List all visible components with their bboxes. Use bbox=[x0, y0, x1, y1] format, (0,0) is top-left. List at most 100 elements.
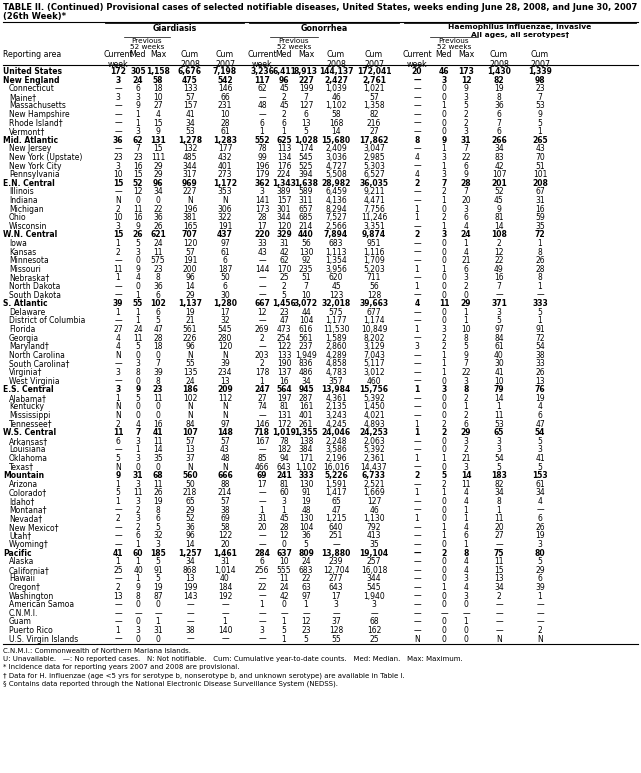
Text: 3: 3 bbox=[115, 76, 121, 84]
Text: —: — bbox=[114, 84, 122, 94]
Text: 24,046: 24,046 bbox=[321, 428, 351, 438]
Text: 37: 37 bbox=[185, 454, 195, 463]
Text: 85: 85 bbox=[257, 454, 267, 463]
Text: 10: 10 bbox=[301, 291, 311, 300]
Text: 29: 29 bbox=[185, 506, 195, 515]
Text: 3: 3 bbox=[442, 76, 447, 84]
Text: 36: 36 bbox=[494, 101, 504, 111]
Text: 0: 0 bbox=[135, 351, 140, 359]
Text: 5: 5 bbox=[304, 635, 308, 644]
Text: 63: 63 bbox=[301, 583, 311, 592]
Text: —: — bbox=[114, 145, 122, 153]
Text: 128: 128 bbox=[329, 626, 343, 635]
Text: 59: 59 bbox=[535, 213, 545, 222]
Text: Utah†: Utah† bbox=[9, 531, 31, 540]
Text: 11: 11 bbox=[153, 247, 163, 257]
Text: N: N bbox=[222, 403, 228, 411]
Text: —: — bbox=[221, 609, 229, 618]
Text: —: — bbox=[258, 110, 266, 119]
Text: —: — bbox=[186, 635, 194, 644]
Text: 1,456: 1,456 bbox=[272, 299, 296, 308]
Text: 200: 200 bbox=[183, 265, 197, 274]
Text: 61: 61 bbox=[221, 247, 230, 257]
Text: Med: Med bbox=[276, 50, 292, 59]
Text: 7: 7 bbox=[156, 359, 160, 369]
Text: 6: 6 bbox=[222, 282, 228, 291]
Text: 144: 144 bbox=[254, 265, 269, 274]
Text: 3: 3 bbox=[463, 437, 469, 446]
Text: 440: 440 bbox=[298, 230, 314, 240]
Text: 69: 69 bbox=[257, 472, 267, 480]
Text: 12: 12 bbox=[133, 187, 143, 196]
Text: Med: Med bbox=[436, 50, 453, 59]
Text: 62: 62 bbox=[133, 136, 143, 145]
Text: 218: 218 bbox=[183, 489, 197, 497]
Text: —: — bbox=[413, 574, 420, 584]
Text: 14: 14 bbox=[153, 445, 163, 455]
Text: 0: 0 bbox=[442, 393, 446, 403]
Text: 54: 54 bbox=[535, 342, 545, 351]
Text: 6,527: 6,527 bbox=[363, 170, 385, 179]
Text: —: — bbox=[258, 316, 266, 325]
Text: 98: 98 bbox=[535, 76, 545, 84]
Text: —: — bbox=[413, 247, 420, 257]
Text: 224: 224 bbox=[277, 170, 291, 179]
Text: 58: 58 bbox=[221, 523, 230, 532]
Text: 1: 1 bbox=[538, 591, 542, 601]
Text: 179: 179 bbox=[254, 170, 269, 179]
Text: 1: 1 bbox=[442, 145, 446, 153]
Text: 84: 84 bbox=[185, 420, 195, 428]
Text: 2: 2 bbox=[281, 110, 287, 119]
Text: 32: 32 bbox=[153, 531, 163, 540]
Text: 362: 362 bbox=[254, 179, 270, 188]
Text: 0: 0 bbox=[442, 84, 446, 94]
Text: 2: 2 bbox=[414, 230, 420, 240]
Text: 0: 0 bbox=[442, 497, 446, 506]
Text: 84: 84 bbox=[494, 334, 504, 342]
Text: 266: 266 bbox=[491, 136, 507, 145]
Text: 1: 1 bbox=[115, 308, 121, 317]
Text: 677: 677 bbox=[367, 308, 381, 317]
Text: 5: 5 bbox=[538, 462, 542, 472]
Text: 20: 20 bbox=[494, 523, 504, 532]
Text: —: — bbox=[413, 316, 420, 325]
Text: 6,411: 6,411 bbox=[272, 67, 296, 76]
Text: 306: 306 bbox=[218, 205, 232, 213]
Text: 1: 1 bbox=[281, 128, 287, 136]
Text: —: — bbox=[413, 393, 420, 403]
Text: 80: 80 bbox=[535, 549, 545, 557]
Text: 5: 5 bbox=[538, 557, 542, 566]
Text: 0: 0 bbox=[442, 600, 446, 609]
Text: 3: 3 bbox=[372, 600, 376, 609]
Text: 1,669: 1,669 bbox=[363, 489, 385, 497]
Text: 561: 561 bbox=[183, 325, 197, 334]
Text: 1: 1 bbox=[442, 489, 446, 497]
Text: 344: 344 bbox=[277, 213, 291, 222]
Text: 3: 3 bbox=[463, 376, 469, 386]
Text: 72: 72 bbox=[535, 334, 545, 342]
Text: 19: 19 bbox=[153, 497, 163, 506]
Text: 466: 466 bbox=[254, 462, 269, 472]
Text: 24: 24 bbox=[185, 376, 195, 386]
Text: —: — bbox=[495, 600, 503, 609]
Text: 2: 2 bbox=[115, 247, 121, 257]
Text: 9,874: 9,874 bbox=[362, 230, 386, 240]
Text: 112: 112 bbox=[218, 393, 232, 403]
Text: W.S. Central: W.S. Central bbox=[3, 428, 56, 438]
Text: 3: 3 bbox=[497, 437, 501, 446]
Text: —: — bbox=[114, 291, 122, 300]
Text: 2: 2 bbox=[281, 93, 287, 102]
Text: 97: 97 bbox=[220, 239, 230, 248]
Text: 1,113: 1,113 bbox=[325, 247, 347, 257]
Text: Ohio: Ohio bbox=[9, 213, 27, 222]
Text: N: N bbox=[115, 351, 121, 359]
Text: 1,021: 1,021 bbox=[363, 84, 385, 94]
Text: 1,137: 1,137 bbox=[178, 299, 202, 308]
Text: 177: 177 bbox=[218, 145, 232, 153]
Text: 28: 28 bbox=[279, 523, 288, 532]
Text: 29: 29 bbox=[153, 162, 163, 171]
Text: 273: 273 bbox=[218, 170, 232, 179]
Text: —: — bbox=[413, 437, 420, 446]
Text: 209: 209 bbox=[217, 385, 233, 394]
Text: 2: 2 bbox=[115, 514, 121, 523]
